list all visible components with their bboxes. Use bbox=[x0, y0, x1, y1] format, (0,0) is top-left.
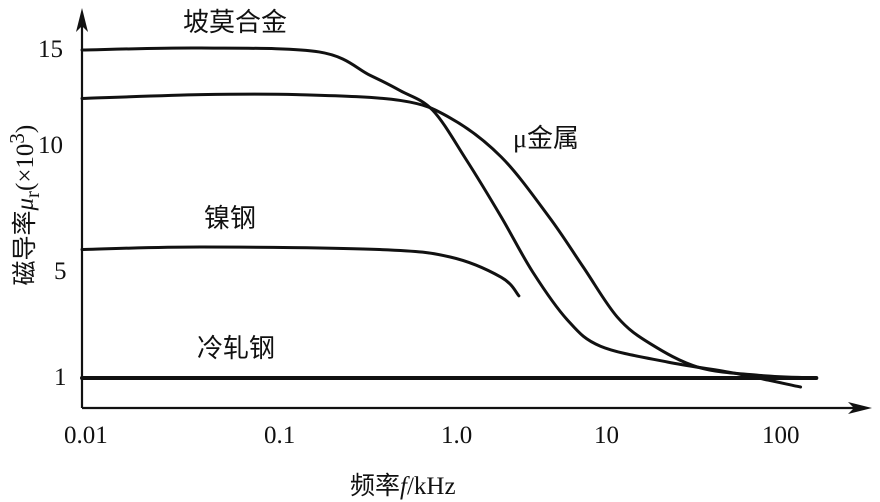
y-tick-label: 15 bbox=[38, 36, 63, 63]
x-tick-label: 0.01 bbox=[64, 422, 108, 449]
y-tick-label: 10 bbox=[38, 132, 63, 159]
series-label-nickel-steel: 镍钢 bbox=[204, 204, 257, 233]
x-tick-label: 0.1 bbox=[264, 422, 296, 449]
y-tick-label: 5 bbox=[54, 258, 67, 285]
x-tick-label: 1.0 bbox=[441, 422, 473, 449]
series-line-mu-metal bbox=[80, 92, 818, 380]
y-tick-label: 1 bbox=[54, 364, 67, 391]
series-line-nickel-steel bbox=[80, 245, 521, 298]
y-axis-label: 磁导率μr(×103) bbox=[4, 124, 45, 286]
series-label-mu-metal: μ金属 bbox=[513, 124, 579, 153]
x-tick-label: 100 bbox=[762, 422, 800, 449]
series-label-permalloy: 坡莫合金 bbox=[183, 8, 288, 37]
x-axis-label: 频率f/kHz bbox=[350, 473, 456, 500]
series-line-permalloy bbox=[80, 46, 803, 389]
series-label-cold-rolled-steel: 冷轧钢 bbox=[197, 334, 276, 363]
x-tick-label: 10 bbox=[594, 422, 619, 449]
y-axis-arrow bbox=[76, 8, 88, 32]
x-axis-arrow bbox=[848, 402, 872, 414]
